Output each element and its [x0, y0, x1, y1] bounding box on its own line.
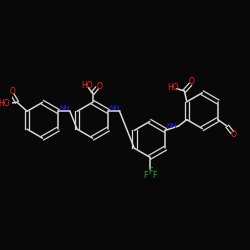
Text: HO: HO: [81, 81, 93, 90]
Text: HO: HO: [0, 99, 10, 108]
Text: O: O: [10, 87, 16, 96]
Text: F: F: [152, 170, 156, 179]
Text: O: O: [189, 77, 194, 86]
Text: HO: HO: [168, 83, 179, 92]
Text: F: F: [148, 166, 152, 175]
Text: O: O: [230, 130, 236, 140]
Text: NH: NH: [109, 106, 120, 112]
Text: F: F: [143, 170, 148, 179]
Text: O: O: [97, 82, 103, 91]
Text: NH: NH: [60, 106, 70, 112]
Text: NH: NH: [167, 122, 177, 128]
